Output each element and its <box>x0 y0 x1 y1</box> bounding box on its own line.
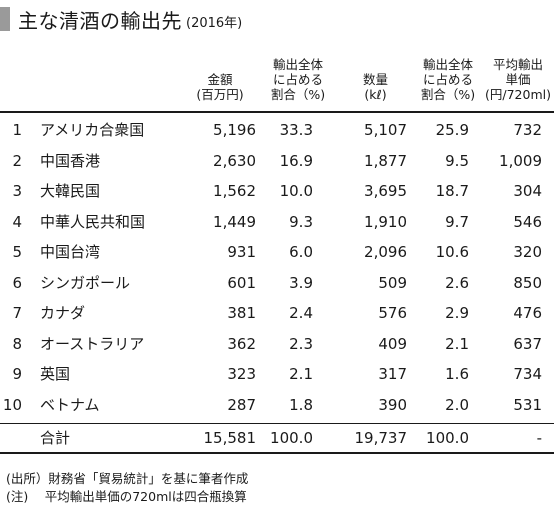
row-unit-price: 476 <box>513 304 542 322</box>
row-country: ベトナム <box>40 395 100 414</box>
row-country: 中華人民共和国 <box>40 212 146 231</box>
row-amount-share: 10.0 <box>279 182 313 200</box>
row-volume: 576 <box>378 304 407 322</box>
row-amount: 323 <box>227 365 256 383</box>
total-volume-share: 100.0 <box>426 429 469 447</box>
row-volume: 1,877 <box>364 151 407 170</box>
row-rank: 2 <box>12 151 22 170</box>
row-amount: 5,196 <box>213 121 256 139</box>
row-unit-price: 546 <box>513 212 542 231</box>
row-amount-share: 2.3 <box>289 334 313 353</box>
row-volume-share: 1.6 <box>445 365 469 383</box>
row-volume: 5,107 <box>364 121 407 139</box>
row-volume: 390 <box>378 395 407 414</box>
row-volume-share: 25.9 <box>435 121 469 139</box>
table-title-row: 主な清酒の輸出先 (2016年) <box>0 4 242 34</box>
row-volume: 1,910 <box>364 212 407 231</box>
row-volume: 317 <box>378 365 407 383</box>
row-country: 中国台湾 <box>40 243 101 261</box>
row-country: 中国香港 <box>40 151 101 170</box>
bottom-rule <box>0 452 554 454</box>
row-rank: 10 <box>2 395 22 414</box>
row-amount-share: 1.8 <box>289 395 313 414</box>
row-volume-share: 9.7 <box>445 212 469 231</box>
row-amount: 362 <box>227 334 256 353</box>
total-amount-share: 100.0 <box>270 429 313 447</box>
row-volume-share: 9.5 <box>445 151 469 170</box>
header-volume: 数量 (kℓ) <box>362 72 388 102</box>
footnote-note: (注) 平均輸出単価の720mlは四合瓶換算 <box>6 489 247 504</box>
row-amount-share: 2.1 <box>289 365 313 383</box>
row-amount-share: 3.9 <box>289 273 313 292</box>
footnote-source: (出所）財務省「貿易統計」を基に筆者作成 <box>6 471 249 486</box>
row-amount: 287 <box>227 395 256 414</box>
row-unit-price: 1,009 <box>499 151 542 170</box>
row-volume: 409 <box>378 334 407 353</box>
row-rank: 7 <box>12 304 22 322</box>
row-amount: 1,449 <box>213 212 256 231</box>
row-volume-share: 2.0 <box>445 395 469 414</box>
row-rank: 8 <box>12 334 22 353</box>
total-rule <box>0 423 554 424</box>
row-unit-price: 637 <box>513 334 542 353</box>
header-unit-price: 平均輸出 単価 (円/720ml) <box>485 57 551 102</box>
row-volume-share: 10.6 <box>435 243 469 261</box>
header-volume-share: 輸出全体 に占める 割合（%) <box>420 57 476 102</box>
table-year: (2016年) <box>186 15 243 31</box>
total-unit-price: - <box>536 429 542 447</box>
row-country: シンガポール <box>40 273 131 292</box>
row-volume-share: 2.9 <box>445 304 469 322</box>
row-amount-share: 9.3 <box>289 212 313 231</box>
row-amount-share: 6.0 <box>289 243 313 261</box>
row-amount: 2,630 <box>213 151 256 170</box>
title-marker <box>0 7 10 31</box>
row-unit-price: 734 <box>513 365 542 383</box>
row-volume-share: 2.1 <box>445 334 469 353</box>
row-amount-share: 16.9 <box>279 151 313 170</box>
row-volume: 509 <box>378 273 407 292</box>
row-volume: 3,695 <box>364 182 407 200</box>
row-unit-price: 850 <box>513 273 542 292</box>
row-rank: 4 <box>12 212 22 231</box>
row-country: カナダ <box>40 304 86 322</box>
row-rank: 5 <box>12 243 22 261</box>
row-amount: 931 <box>227 243 256 261</box>
row-amount-share: 33.3 <box>279 121 313 139</box>
row-volume-share: 2.6 <box>445 273 469 292</box>
row-country: 大韓民国 <box>40 182 101 200</box>
row-country: 英国 <box>40 365 71 383</box>
row-amount: 381 <box>227 304 256 322</box>
row-amount-share: 2.4 <box>289 304 313 322</box>
header-amount: 金額 (百万円) <box>196 72 244 102</box>
row-rank: 6 <box>12 273 22 292</box>
row-unit-price: 531 <box>513 395 542 414</box>
row-unit-price: 732 <box>513 121 542 139</box>
row-country: アメリカ合衆国 <box>40 121 145 139</box>
row-country: オーストラリア <box>40 334 145 353</box>
row-volume: 2,096 <box>364 243 407 261</box>
row-unit-price: 320 <box>513 243 542 261</box>
total-label: 合計 <box>40 429 71 447</box>
row-unit-price: 304 <box>513 182 542 200</box>
row-rank: 1 <box>12 121 22 139</box>
header-amount-share: 輸出全体 に占める 割合（%) <box>270 57 326 102</box>
row-volume-share: 18.7 <box>435 182 469 200</box>
row-amount: 601 <box>227 273 256 292</box>
row-rank: 3 <box>12 182 22 200</box>
row-rank: 9 <box>12 365 22 383</box>
total-amount: 15,581 <box>203 429 257 447</box>
table-title: 主な清酒の輸出先 <box>18 8 182 33</box>
header-rule <box>0 111 554 113</box>
row-amount: 1,562 <box>213 182 256 200</box>
total-volume: 19,737 <box>354 429 408 447</box>
